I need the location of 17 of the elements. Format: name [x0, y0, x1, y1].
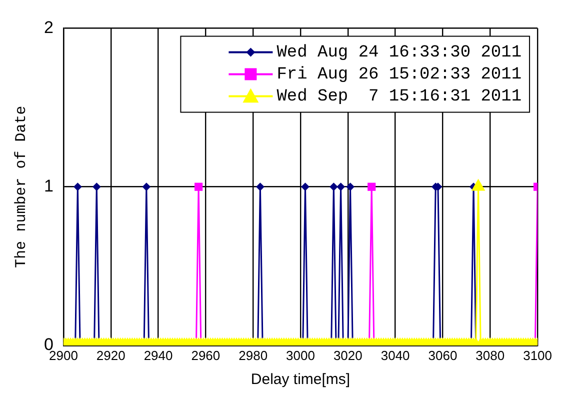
x-tick-label: 2980 — [238, 348, 268, 363]
x-tick-label: 3040 — [380, 348, 410, 363]
legend-label: Wed Aug 24 16:33:30 2011 — [276, 44, 522, 63]
y-tick-label: 1 — [44, 176, 54, 196]
y-tick-label: 2 — [44, 18, 54, 37]
x-axis-title: Delay time[ms] — [250, 371, 350, 388]
x-tick-label: 3020 — [333, 348, 362, 363]
x-tick-label: 2940 — [144, 348, 173, 363]
x-tick-label: 2960 — [191, 348, 220, 363]
x-tick-label: 3100 — [523, 348, 552, 363]
x-tick-label: 2920 — [96, 348, 126, 363]
legend-label: Fri Aug 26 15:02:33 2011 — [276, 66, 522, 85]
x-tick-label: 3000 — [286, 348, 315, 363]
x-tick-label: 3080 — [476, 348, 505, 363]
legend-label: Wed Sep 7 15:16:31 2011 — [276, 88, 522, 107]
x-tick-label: 3060 — [428, 348, 458, 363]
y-axis-title: The number of Date — [12, 106, 30, 268]
